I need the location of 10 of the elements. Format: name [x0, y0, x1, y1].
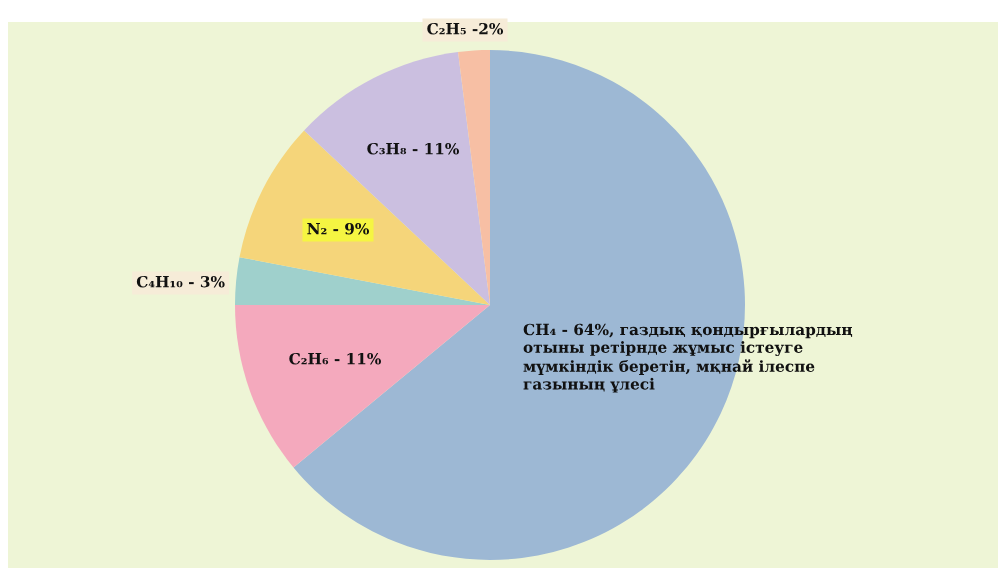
- slice-label: C₄H₁₀ - 3%: [136, 275, 225, 288]
- pie-slice: [304, 52, 490, 305]
- slice-label: C₃H₈ - 11%: [367, 142, 459, 155]
- pie-slice: [235, 257, 490, 305]
- slice-label: CH₄ - 64%, газдық қондырғылардың отыны ретірнде жұмыс істеуге мүмкіндік беретін, мқнай ілеспе газының ұлесі: [523, 323, 853, 393]
- slice-label: C₂H₅ -2%: [427, 22, 504, 35]
- pie-slice: [239, 130, 490, 305]
- slice-label: C₂H₆ - 11%: [289, 352, 381, 365]
- slice-label: N₂ - 9%: [307, 222, 370, 235]
- pie-slice: [235, 305, 490, 468]
